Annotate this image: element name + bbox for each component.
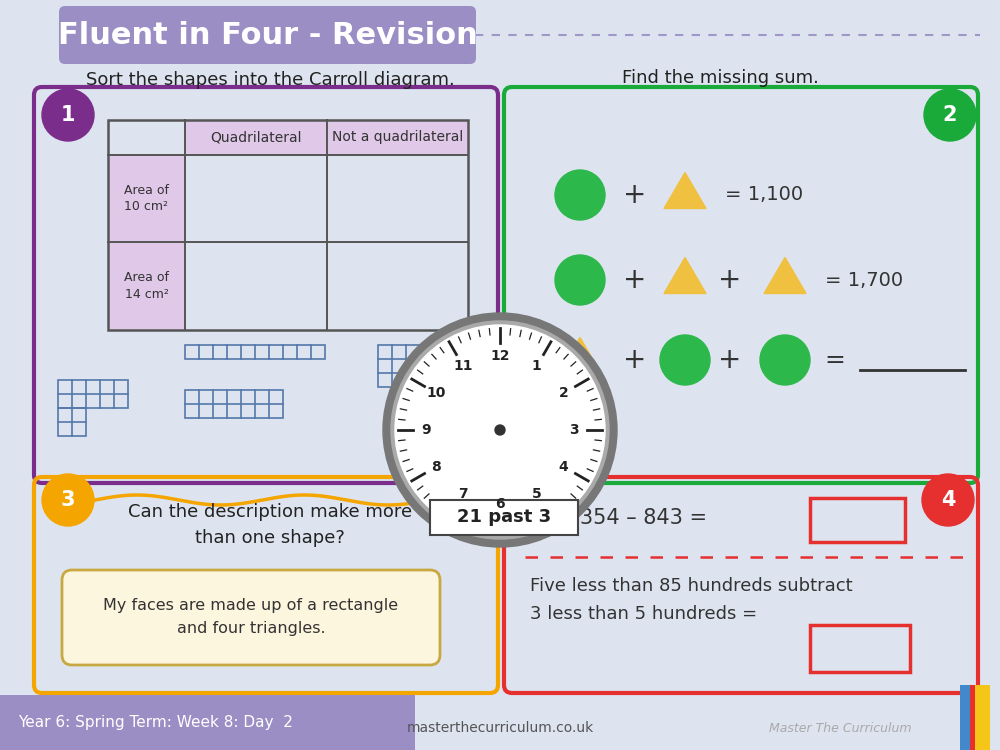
Text: Area of
14 cm²: Area of 14 cm² <box>124 271 169 301</box>
Bar <box>58 408 86 436</box>
Text: Five less than 85 hundreds subtract
3 less than 5 hundreds =: Five less than 85 hundreds subtract 3 le… <box>530 577 853 623</box>
Circle shape <box>922 474 974 526</box>
Text: +: + <box>718 266 742 294</box>
Bar <box>378 345 434 387</box>
Text: 3: 3 <box>569 423 578 437</box>
Circle shape <box>395 325 605 535</box>
Text: +: + <box>718 346 742 374</box>
Text: +: + <box>623 181 647 209</box>
Text: = 1,100: = 1,100 <box>725 185 803 205</box>
Text: Master The Curriculum: Master The Curriculum <box>769 722 911 734</box>
Text: 10: 10 <box>427 386 446 400</box>
Text: 7: 7 <box>458 487 468 501</box>
FancyBboxPatch shape <box>59 6 476 64</box>
Text: 7,354 – 843 =: 7,354 – 843 = <box>560 508 707 528</box>
Bar <box>108 120 468 330</box>
Polygon shape <box>764 257 806 293</box>
Polygon shape <box>559 338 601 374</box>
Text: +: + <box>623 266 647 294</box>
Text: 8: 8 <box>431 460 441 474</box>
Text: Fluent in Four - Revision: Fluent in Four - Revision <box>58 20 478 50</box>
Bar <box>810 498 905 542</box>
Text: 21 past 3: 21 past 3 <box>457 508 551 526</box>
Text: =: = <box>825 348 845 372</box>
Text: 2: 2 <box>943 105 957 125</box>
Text: 4: 4 <box>559 460 569 474</box>
Bar <box>58 380 128 408</box>
Text: 1: 1 <box>532 359 542 374</box>
Bar <box>430 500 578 535</box>
Circle shape <box>924 89 976 141</box>
Text: 2: 2 <box>559 386 569 400</box>
Bar <box>108 242 185 330</box>
Bar <box>960 685 970 750</box>
Text: Not a quadrilateral: Not a quadrilateral <box>332 130 463 145</box>
Circle shape <box>383 313 617 547</box>
Polygon shape <box>664 257 706 293</box>
Text: 9: 9 <box>422 423 431 437</box>
Bar <box>970 685 980 750</box>
Text: 4: 4 <box>941 490 955 510</box>
Text: 1: 1 <box>61 105 75 125</box>
FancyBboxPatch shape <box>62 570 440 665</box>
Polygon shape <box>664 172 706 208</box>
Text: Can the description make more
than one shape?: Can the description make more than one s… <box>128 503 412 548</box>
Text: Find the missing sum.: Find the missing sum. <box>622 69 818 87</box>
Text: 12: 12 <box>490 350 510 364</box>
Circle shape <box>555 170 605 220</box>
Circle shape <box>555 255 605 305</box>
Text: 5: 5 <box>532 487 542 501</box>
Circle shape <box>42 474 94 526</box>
Circle shape <box>391 321 609 539</box>
Bar <box>810 625 910 672</box>
Text: My faces are made up of a rectangle
and four triangles.: My faces are made up of a rectangle and … <box>103 598 399 635</box>
Bar <box>108 155 185 242</box>
Text: Quadrilateral: Quadrilateral <box>210 130 302 145</box>
Circle shape <box>760 335 810 385</box>
Text: 3: 3 <box>61 490 75 510</box>
Bar <box>975 685 990 750</box>
Bar <box>185 120 468 155</box>
Text: = 1,700: = 1,700 <box>825 271 903 290</box>
Text: Area of
10 cm²: Area of 10 cm² <box>124 184 169 214</box>
Text: Year 6: Spring Term: Week 8: Day  2: Year 6: Spring Term: Week 8: Day 2 <box>18 715 293 730</box>
Bar <box>185 345 325 359</box>
Text: Sort the shapes into the Carroll diagram.: Sort the shapes into the Carroll diagram… <box>86 71 454 89</box>
Text: 6: 6 <box>495 496 505 511</box>
Circle shape <box>495 425 505 435</box>
Bar <box>0 695 415 750</box>
Circle shape <box>660 335 710 385</box>
Circle shape <box>42 89 94 141</box>
Text: masterthecurriculum.co.uk: masterthecurriculum.co.uk <box>406 721 594 735</box>
Text: 11: 11 <box>453 359 473 374</box>
Text: +: + <box>623 346 647 374</box>
Bar <box>185 390 283 418</box>
